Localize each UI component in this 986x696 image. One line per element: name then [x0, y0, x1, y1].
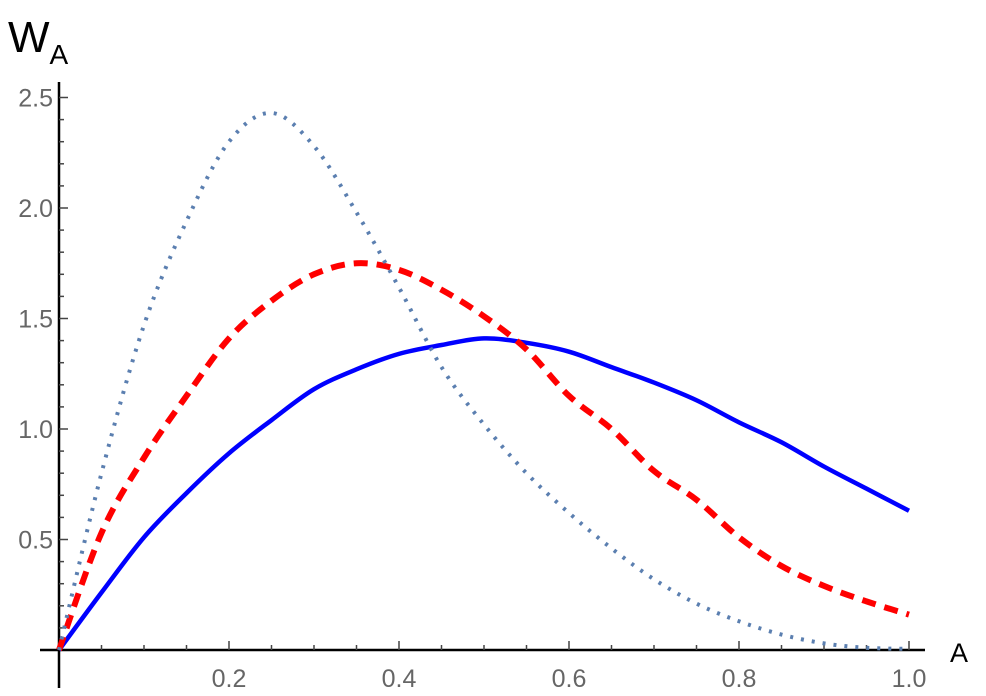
- x-tick-label: 0.6: [552, 665, 587, 693]
- x-tick-label: 1.0: [892, 665, 927, 693]
- x-tick-label: 0.2: [212, 665, 247, 693]
- x-tick-label: 0.4: [382, 665, 417, 693]
- x-axis-title: A: [950, 638, 968, 668]
- axes: 0.2 0.4 0.6 0.8 1.0 0.5 1.0 1.5 2.0 2.5: [18, 82, 926, 693]
- y-axis-title: WA: [8, 13, 69, 70]
- y-axis-title-subscript: A: [50, 39, 69, 70]
- series-line-dashed: [56, 260, 910, 652]
- x-tick-label: 0.8: [722, 665, 757, 693]
- series-line-solid: [57, 336, 911, 652]
- series-line-dotted: [57, 110, 910, 651]
- y-tick-label: 0.5: [18, 527, 53, 555]
- y-tick-label: 1.0: [18, 416, 53, 444]
- y-tick-label: 2.5: [18, 85, 53, 113]
- y-tick-label: 2.0: [18, 195, 53, 223]
- series-group: [56, 110, 911, 652]
- y-tick-label: 1.5: [18, 306, 53, 334]
